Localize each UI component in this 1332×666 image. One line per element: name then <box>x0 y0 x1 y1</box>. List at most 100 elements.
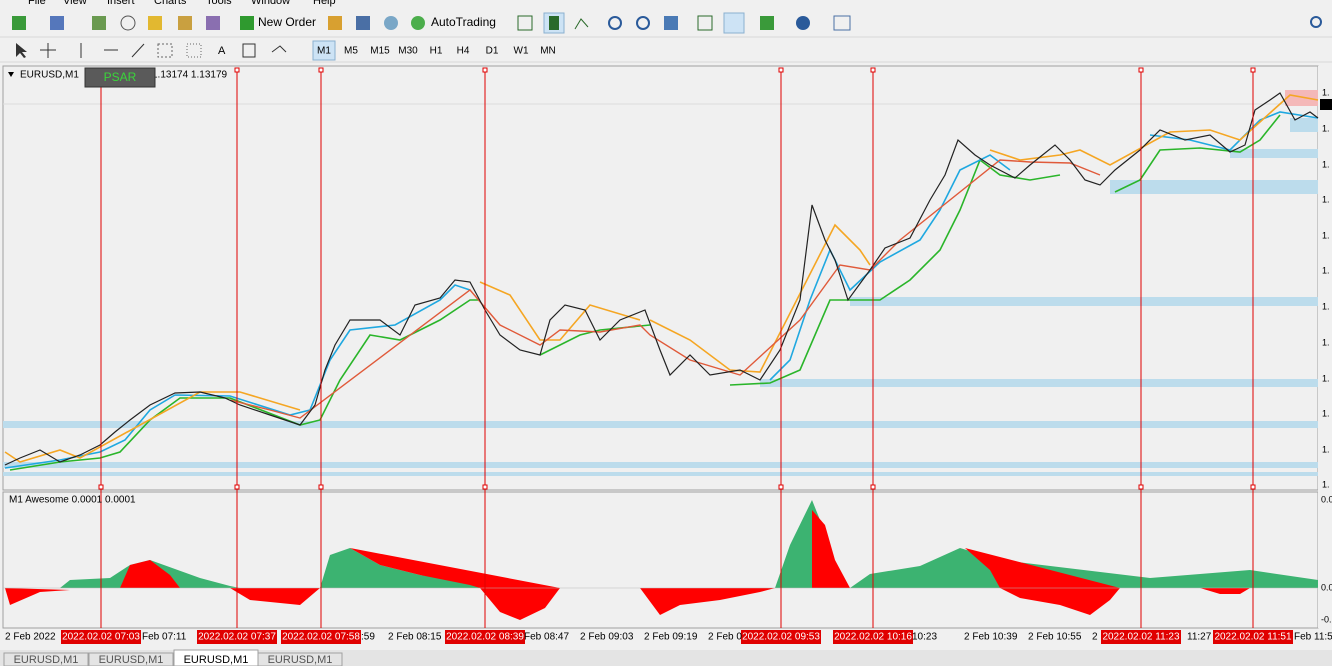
icon-bar-chart[interactable] <box>517 15 533 31</box>
time-axis-label: 2 Feb 09:03 <box>580 632 634 643</box>
event-handle[interactable] <box>482 484 488 490</box>
autotrading-button[interactable]: AutoTrading <box>431 15 496 29</box>
icon-search[interactable] <box>1310 16 1322 28</box>
icon-templates[interactable] <box>833 15 851 31</box>
level-band <box>1230 149 1318 158</box>
timeframe-button[interactable]: M15 <box>370 46 390 57</box>
event-time-label: 2022.02.02 11:23 <box>1102 632 1180 643</box>
event-handle[interactable] <box>778 484 784 490</box>
icon-arrows[interactable] <box>271 45 287 53</box>
icon-zoom-out[interactable] <box>636 16 650 30</box>
ma-fast <box>769 154 1011 381</box>
icon-autotrading[interactable] <box>411 16 425 30</box>
icon-text[interactable]: A <box>218 45 226 57</box>
level-band <box>1290 118 1318 132</box>
event-time-box <box>1213 630 1293 644</box>
event-handle[interactable] <box>482 67 488 73</box>
timeframe-button[interactable]: H4 <box>457 46 470 57</box>
indicator-axis-label: 0.0 <box>1321 582 1332 592</box>
event-handle[interactable] <box>234 484 240 490</box>
event-time-label: 2022.02.02 11:51 <box>1214 632 1292 643</box>
event-handle[interactable] <box>778 67 784 73</box>
timeframe-button[interactable]: D1 <box>486 46 499 57</box>
awesome-down <box>640 588 775 615</box>
level-band <box>3 421 1318 428</box>
event-handle[interactable] <box>318 67 324 73</box>
icon-tester[interactable] <box>206 16 220 30</box>
psar-button-label[interactable]: PSAR <box>104 70 137 84</box>
timeframe-button[interactable]: H1 <box>430 46 443 57</box>
chart-tab-label[interactable]: EURUSD,M1 <box>14 654 79 666</box>
drawing-tools: A <box>16 43 287 58</box>
level-band <box>850 297 1318 306</box>
time-axis-label: 2 Feb 09:19 <box>644 632 698 643</box>
icon-terminal[interactable] <box>178 16 192 30</box>
icon-channel[interactable] <box>157 43 173 58</box>
icon-label[interactable] <box>242 43 256 58</box>
awesome-down <box>120 560 180 588</box>
event-handle[interactable] <box>870 484 876 490</box>
event-time-box <box>445 630 525 644</box>
event-handle[interactable] <box>870 67 876 73</box>
ma-slow <box>729 158 1061 386</box>
icon-metaeditor[interactable] <box>328 16 342 30</box>
time-axis-label: Feb 08:47 <box>524 632 569 643</box>
chart-tab-label[interactable]: EURUSD,M1 <box>268 654 333 666</box>
icon-new-order[interactable] <box>240 16 254 30</box>
chart-tab[interactable] <box>3 652 89 666</box>
menu-item[interactable]: Tools <box>206 0 232 7</box>
icon-profiles[interactable] <box>50 16 64 30</box>
level-band <box>1110 180 1318 194</box>
event-handle[interactable] <box>1250 484 1256 490</box>
event-handle[interactable] <box>1138 484 1144 490</box>
icon-new-chart[interactable] <box>12 16 26 30</box>
time-axis-label: 2 Feb 10:55 <box>1028 632 1082 643</box>
chart-tab[interactable] <box>88 652 174 666</box>
price-axis-label: 1. <box>1322 444 1330 454</box>
icon-autoscroll[interactable] <box>697 15 713 31</box>
time-axis-label: 10:23 <box>912 632 937 643</box>
event-handle[interactable] <box>98 484 104 490</box>
menu-item[interactable]: Help <box>313 0 336 7</box>
icon-zoom-in[interactable] <box>608 16 622 30</box>
event-handle[interactable] <box>1250 67 1256 73</box>
price-axis-label: 1. <box>1322 301 1330 311</box>
event-handle[interactable] <box>318 484 324 490</box>
timeframe-button[interactable]: M30 <box>398 46 418 57</box>
icon-periods[interactable] <box>796 16 810 30</box>
new-order-button[interactable]: New Order <box>258 15 316 29</box>
timeframe-button[interactable]: M5 <box>344 46 358 57</box>
event-handle[interactable] <box>1138 67 1144 73</box>
chart-tab[interactable] <box>257 652 343 666</box>
timeframe-button[interactable]: W1 <box>514 46 529 57</box>
icon-chart-shift[interactable] <box>723 12 745 34</box>
icon-line-chart[interactable] <box>574 18 589 30</box>
menu-item[interactable]: View <box>63 0 87 7</box>
icon-data-window[interactable] <box>120 15 136 31</box>
menu-item[interactable]: Charts <box>154 0 187 7</box>
psar-button[interactable] <box>84 67 156 88</box>
icon-navigator[interactable] <box>148 16 162 30</box>
icon-tile[interactable] <box>664 16 678 30</box>
chart-menu-arrow[interactable] <box>8 72 14 77</box>
chart-tab-label[interactable]: EURUSD,M1 <box>184 654 249 666</box>
icon-fibo[interactable] <box>186 43 202 58</box>
icon-signals[interactable] <box>356 16 370 30</box>
timeframe-button[interactable]: MN <box>540 46 556 57</box>
timeframe-button[interactable]: M1 <box>317 46 331 57</box>
time-axis-label: 11:27 <box>1187 632 1212 643</box>
indicator-axis-label: 0.0 <box>1321 494 1332 504</box>
time-axis-label: :59 <box>361 632 375 643</box>
chart-tab-label[interactable]: EURUSD,M1 <box>99 654 164 666</box>
icon-indicators[interactable] <box>760 16 774 30</box>
icon-market-watch[interactable] <box>92 16 106 30</box>
event-handle[interactable] <box>234 67 240 73</box>
icon-market[interactable] <box>384 16 398 30</box>
menu-item[interactable]: Insert <box>107 0 135 7</box>
awesome-down <box>812 510 850 588</box>
icon-trendline[interactable] <box>131 43 145 58</box>
icon-crosshair[interactable] <box>40 43 56 58</box>
menu-item[interactable]: Window <box>251 0 290 7</box>
icon-cursor[interactable] <box>16 43 27 58</box>
menu-item[interactable]: File <box>28 0 46 7</box>
